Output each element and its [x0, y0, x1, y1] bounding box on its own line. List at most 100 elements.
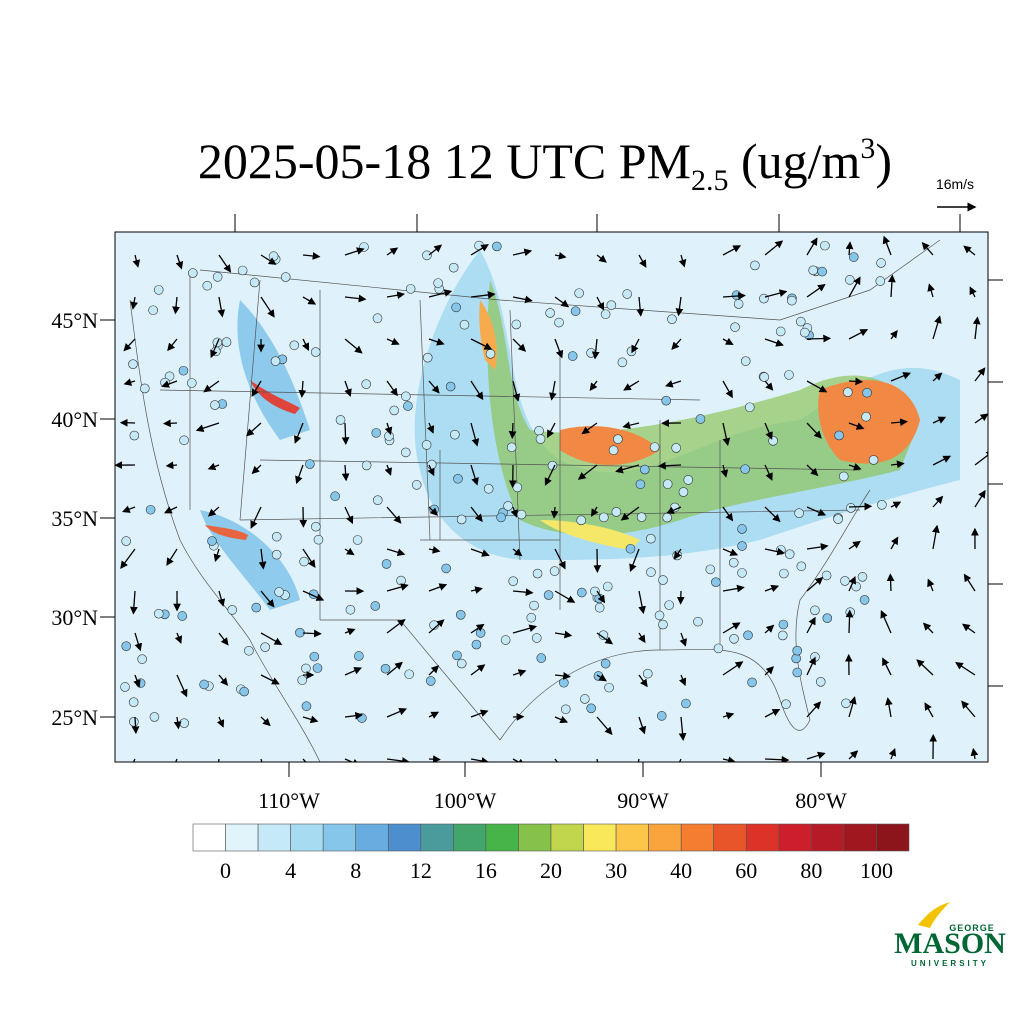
station — [237, 265, 248, 276]
wind-vector — [638, 590, 646, 615]
station — [352, 535, 363, 545]
longitude-label: 100°W — [434, 788, 497, 813]
station — [796, 561, 807, 572]
wind-vector — [722, 337, 734, 346]
wind-vector — [888, 274, 896, 298]
station — [508, 576, 518, 586]
colorbar-swatch — [225, 823, 259, 852]
colorbar-swatch — [680, 823, 715, 852]
station — [270, 356, 281, 366]
wind-vector — [673, 548, 682, 560]
colorbar-label: 16 — [475, 858, 497, 883]
wind-vector — [218, 674, 229, 686]
station — [794, 508, 804, 519]
station — [678, 487, 689, 497]
station — [289, 340, 300, 351]
station — [529, 600, 539, 611]
station — [512, 482, 523, 493]
wind-vector — [932, 495, 944, 508]
station — [361, 379, 372, 389]
station — [611, 507, 622, 517]
station — [737, 524, 747, 534]
station — [249, 277, 260, 288]
wind-vector — [596, 716, 613, 736]
station — [404, 669, 414, 680]
colorbar-swatch — [583, 823, 617, 852]
station — [656, 711, 667, 721]
station — [128, 697, 139, 708]
station — [485, 349, 496, 359]
station — [750, 260, 760, 271]
station — [683, 475, 694, 485]
station — [380, 663, 391, 674]
wind-vector — [251, 464, 262, 475]
wind-vector — [848, 377, 864, 386]
wind-vector — [882, 657, 892, 676]
wind-vector — [344, 628, 356, 636]
station — [177, 611, 188, 621]
wind-vector — [848, 329, 869, 340]
station — [781, 699, 791, 709]
wind-vector — [924, 702, 934, 718]
station — [848, 252, 859, 262]
wind-vector — [428, 583, 448, 592]
station — [202, 280, 213, 291]
longitude-label: 80°W — [795, 788, 847, 813]
wind-vector — [554, 548, 566, 570]
wind-vector — [512, 588, 534, 597]
station — [137, 654, 147, 664]
wind-vector — [882, 235, 892, 256]
station — [422, 352, 433, 363]
colorbar-label: 40 — [670, 858, 692, 883]
wind-vectors — [115, 235, 988, 762]
wind-vector — [764, 506, 781, 523]
station — [833, 514, 843, 524]
wind-vector — [927, 283, 935, 298]
station — [516, 509, 527, 520]
colorbar-swatch — [876, 823, 910, 852]
station — [820, 240, 830, 251]
station — [239, 686, 249, 697]
station — [778, 619, 789, 630]
wind-vector — [596, 254, 607, 263]
station — [405, 284, 416, 294]
wind-vector — [164, 506, 178, 514]
colorbar-label: 0 — [220, 858, 231, 883]
station — [187, 268, 198, 278]
wind-vector — [217, 590, 226, 607]
wind-vector — [629, 548, 640, 573]
wind-vector — [470, 506, 483, 522]
colorbar-swatch — [713, 823, 747, 852]
colorbar-label: 30 — [605, 858, 627, 883]
wind-vector — [123, 378, 136, 386]
station — [808, 265, 818, 276]
station — [459, 319, 470, 330]
station — [877, 500, 887, 510]
wind-vector — [806, 616, 816, 634]
wind-vector — [806, 464, 819, 477]
wind-vector — [120, 548, 136, 569]
station — [354, 651, 364, 661]
wind-vector — [554, 252, 567, 260]
station — [121, 536, 132, 546]
wind-vector — [848, 502, 873, 511]
station — [636, 512, 647, 522]
station — [570, 306, 581, 316]
station — [536, 653, 547, 663]
logo: GEORGE MASON UNIVERSITY — [894, 902, 1006, 968]
station — [129, 430, 140, 441]
wind-vector — [470, 464, 479, 486]
station — [842, 387, 853, 397]
station — [178, 365, 189, 376]
station — [729, 634, 739, 644]
wind-vector — [302, 548, 316, 568]
wind-vector — [130, 296, 138, 310]
wind-vector — [806, 656, 816, 676]
station — [737, 568, 747, 578]
wind-vector — [386, 661, 403, 676]
colorbar-swatch — [843, 823, 877, 852]
wind-vector — [722, 756, 736, 762]
wind-vector — [581, 422, 598, 435]
wind-vector — [722, 245, 742, 256]
